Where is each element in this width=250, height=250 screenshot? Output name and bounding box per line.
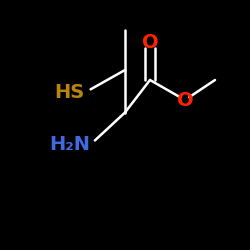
Text: O: O (142, 33, 158, 52)
Text: H₂N: H₂N (49, 136, 90, 154)
Text: O: O (177, 90, 193, 110)
Text: HS: HS (55, 83, 85, 102)
